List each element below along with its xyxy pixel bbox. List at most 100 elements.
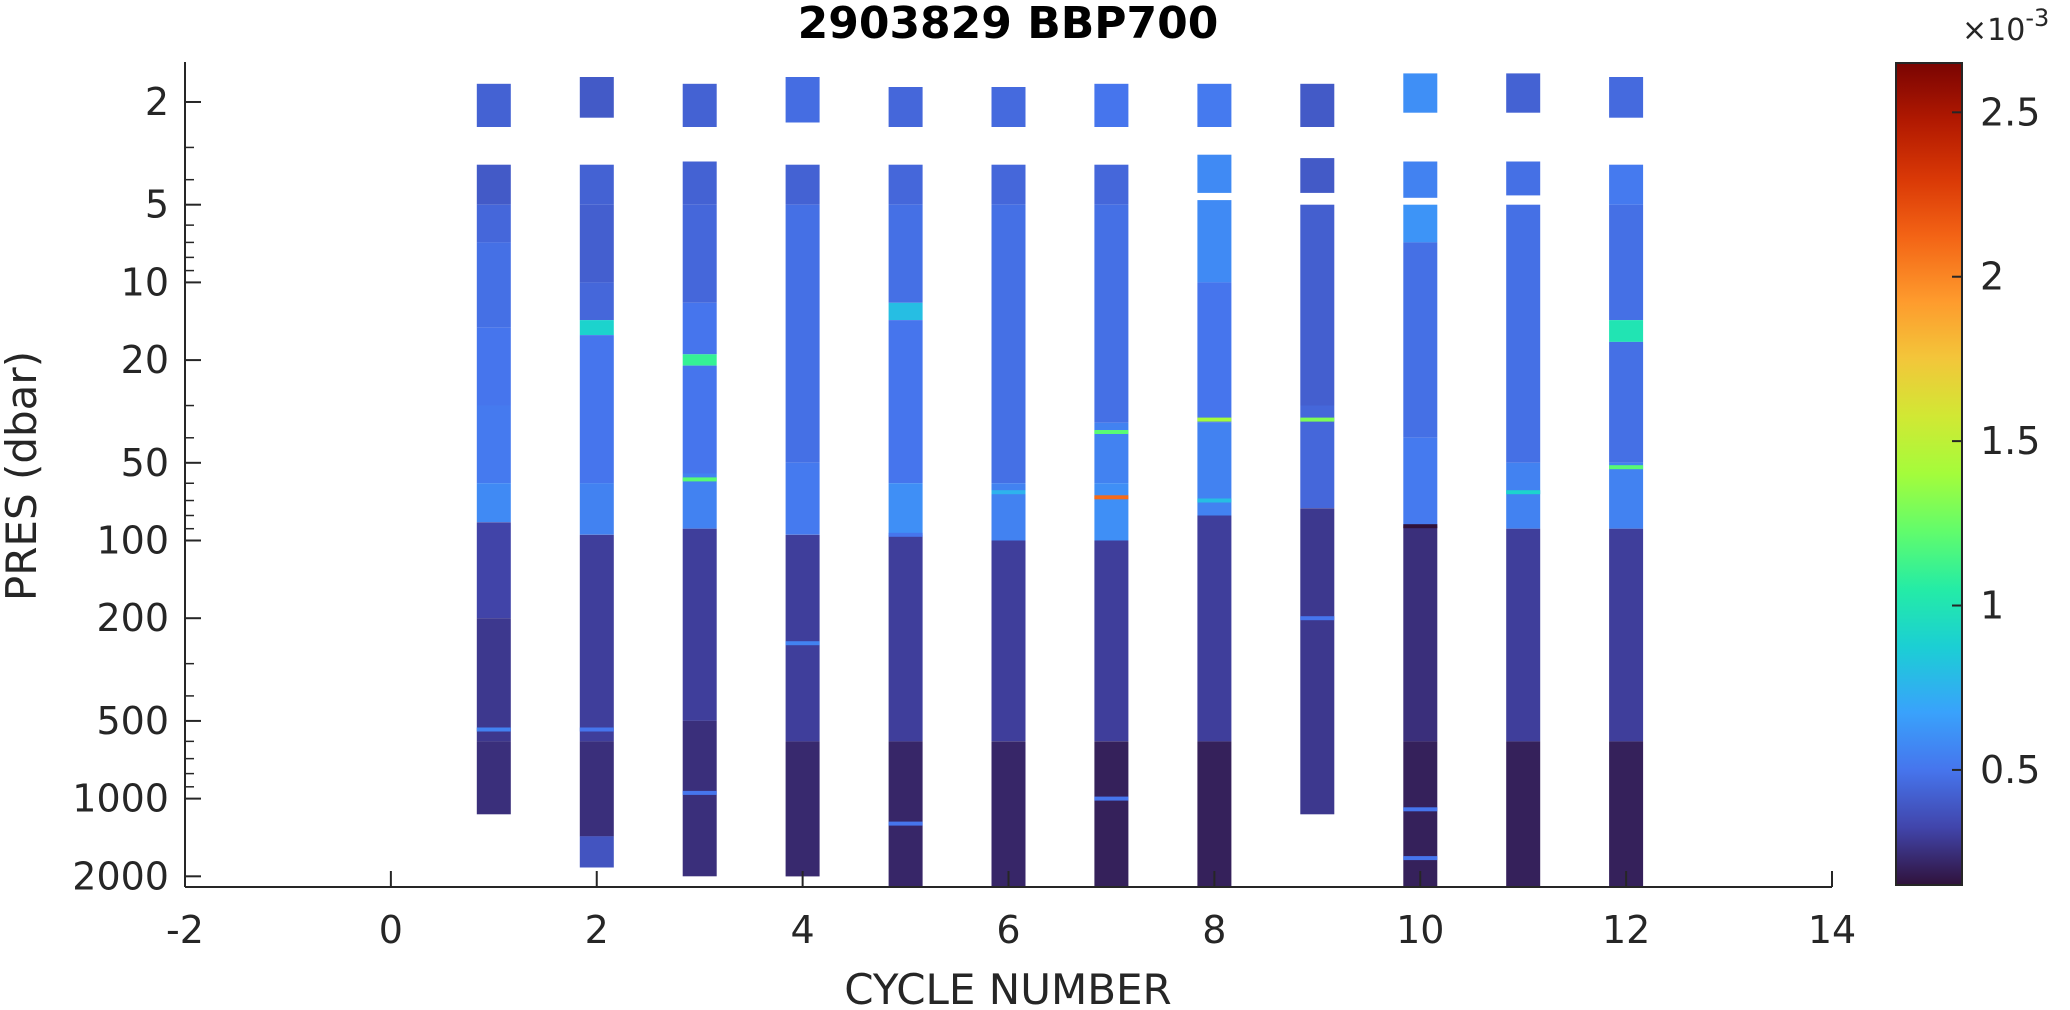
profile-cycle-1	[476, 83, 511, 815]
profile-layer	[1609, 77, 1644, 118]
profile-layer	[1300, 158, 1335, 193]
profile-layer	[682, 720, 717, 877]
profile-cycle-5	[888, 87, 923, 887]
profile-layer	[1609, 204, 1644, 321]
profile-spike	[1403, 807, 1438, 812]
profile-layer	[785, 164, 820, 205]
profile-layer	[682, 528, 717, 721]
colorbar-tick-label: 1	[1980, 584, 2004, 628]
profile-spike	[1094, 495, 1129, 500]
profile-spike	[579, 727, 614, 732]
profile-layer	[682, 354, 717, 366]
profile-spike	[476, 727, 511, 732]
profile-layer	[1609, 341, 1644, 463]
profile-layer	[1094, 204, 1129, 423]
x-ticks: -2 0 2 4 6 8 10 12 14	[166, 871, 1856, 952]
x-tick-label: 0	[379, 908, 403, 952]
profile-layer	[991, 204, 1026, 484]
profile-cycle-3	[682, 83, 717, 877]
profile-layer	[1403, 204, 1438, 243]
profile-layer	[888, 164, 923, 205]
colorbar-exponent-base: ×10	[1962, 13, 2025, 48]
profile-layer	[1506, 741, 1541, 887]
profile-layer	[476, 741, 511, 815]
profile-layer	[1506, 462, 1541, 529]
profile-layer	[579, 534, 614, 742]
profile-layer	[682, 302, 717, 355]
profile-layer	[1197, 83, 1232, 127]
profile-layer	[1609, 320, 1644, 342]
profile-layer	[476, 204, 511, 243]
profile-layer	[476, 522, 511, 619]
profile-layer	[1094, 540, 1129, 742]
profile-spike	[682, 477, 717, 482]
profile-layer	[1094, 83, 1129, 127]
profile-layer	[1506, 204, 1541, 463]
profile-layer	[991, 540, 1026, 742]
profile-layer	[1403, 161, 1438, 198]
profile-layer	[1609, 528, 1644, 742]
profile-cycle-10	[1403, 73, 1438, 887]
axes: -2 0 2 4 6 8 10 12 14 2 5 10 20 50 100 200 500 1000 2000	[72, 62, 1856, 952]
profile-layer	[579, 741, 614, 837]
profile-layer	[476, 405, 511, 484]
profile-layer	[1506, 161, 1541, 196]
profile-spike	[1403, 856, 1438, 861]
profile-layer	[888, 483, 923, 535]
profile-layer	[1094, 164, 1129, 205]
profile-layer	[1197, 154, 1232, 193]
profile-layer	[785, 77, 820, 123]
profile-layer	[1609, 462, 1644, 529]
profile-cycle-4	[785, 77, 820, 877]
colorbar-tick-label: 1.5	[1980, 419, 2040, 463]
profile-layer	[1094, 741, 1129, 887]
y-ticks: 2 5 10 20 50 100 200 500 1000 2000	[72, 80, 201, 898]
profile-layer	[1300, 204, 1335, 406]
profile-spike	[1300, 616, 1335, 621]
x-tick-label: 8	[1202, 908, 1226, 952]
profile-layer	[682, 204, 717, 303]
profile-layer	[888, 204, 923, 303]
profile-cycle-6	[991, 87, 1026, 887]
y-tick-label: 50	[121, 441, 169, 485]
profile-layer	[1197, 741, 1232, 887]
profile-layer	[579, 164, 614, 205]
profile-layer	[785, 741, 820, 877]
y-tick-label: 5	[145, 183, 169, 227]
profile-layer	[579, 320, 614, 336]
profile-layer	[579, 204, 614, 283]
profile-spike	[1506, 490, 1541, 495]
profile-cycle-12	[1609, 77, 1644, 887]
profile-spike	[888, 821, 923, 826]
profile-layer	[991, 87, 1026, 127]
profile-layer	[1403, 526, 1438, 742]
profile-cycle-8	[1197, 83, 1232, 887]
profile-spike	[1609, 465, 1644, 470]
profile-layer	[579, 483, 614, 535]
x-tick-label: 2	[585, 908, 609, 952]
profile-spike	[1197, 498, 1232, 503]
x-tick-label: 6	[996, 908, 1020, 952]
profile-layer	[476, 327, 511, 406]
y-tick-label: 2000	[72, 854, 169, 898]
profile-layer	[785, 462, 820, 535]
profile-layer	[682, 473, 717, 529]
profile-layer	[1197, 282, 1232, 423]
y-axis-label: PRES (dbar)	[0, 351, 46, 601]
x-tick-label: -2	[166, 908, 204, 952]
colorbar-exponent-power: -3	[2025, 4, 2049, 32]
y-tick-label: 200	[96, 596, 169, 640]
profile-cycle-9	[1300, 83, 1335, 815]
colorbar-gradient	[1895, 62, 1963, 886]
profile-layer	[888, 741, 923, 887]
x-tick-label: 4	[791, 908, 815, 952]
y-tick-label: 100	[96, 519, 169, 563]
profile-spike	[1197, 417, 1232, 422]
x-tick-label: 10	[1396, 908, 1444, 952]
profile-spike	[888, 532, 923, 537]
profile-layer	[1403, 741, 1438, 887]
profile-layer	[1403, 437, 1438, 527]
profile-layer	[1300, 83, 1335, 127]
x-tick-label: 12	[1602, 908, 1650, 952]
